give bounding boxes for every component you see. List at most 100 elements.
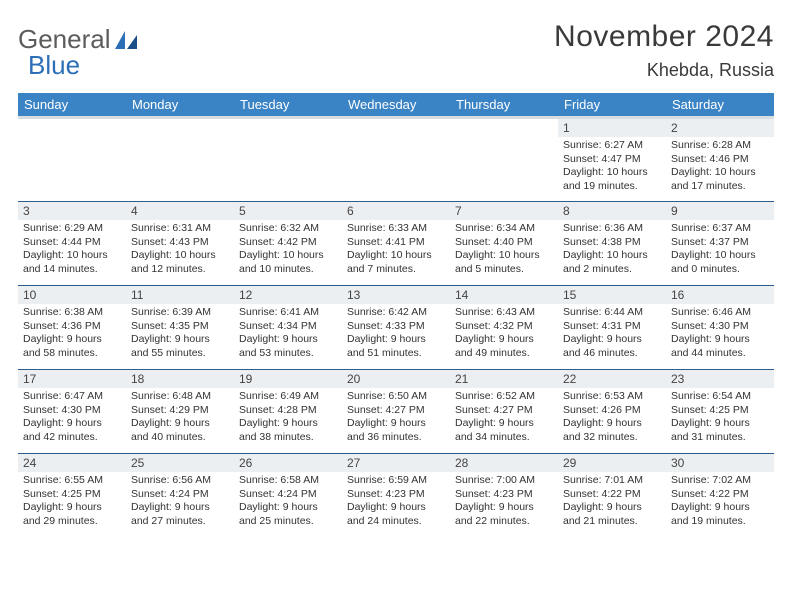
calendar-cell: 18Sunrise: 6:48 AMSunset: 4:29 PMDayligh… — [126, 370, 234, 454]
calendar-cell: 13Sunrise: 6:42 AMSunset: 4:33 PMDayligh… — [342, 286, 450, 370]
sunrise-line: Sunrise: 6:44 AM — [563, 306, 661, 320]
day-number: 7 — [450, 202, 558, 220]
day-number: 1 — [558, 119, 666, 137]
day-number: 17 — [18, 370, 126, 388]
day-number: 19 — [234, 370, 342, 388]
calendar-cell: 8Sunrise: 6:36 AMSunset: 4:38 PMDaylight… — [558, 202, 666, 286]
calendar-cell: 23Sunrise: 6:54 AMSunset: 4:25 PMDayligh… — [666, 370, 774, 454]
daylight-line: Daylight: 9 hours and 21 minutes. — [563, 501, 661, 528]
day-number: 27 — [342, 454, 450, 472]
day-detail: Sunrise: 6:44 AMSunset: 4:31 PMDaylight:… — [558, 304, 666, 364]
day-detail: Sunrise: 6:37 AMSunset: 4:37 PMDaylight:… — [666, 220, 774, 280]
sunset-line: Sunset: 4:37 PM — [671, 236, 769, 250]
day-number: 8 — [558, 202, 666, 220]
sunset-line: Sunset: 4:34 PM — [239, 320, 337, 334]
daylight-line: Daylight: 10 hours and 17 minutes. — [671, 166, 769, 193]
day-number: 10 — [18, 286, 126, 304]
sunrise-line: Sunrise: 6:27 AM — [563, 139, 661, 153]
day-number: 13 — [342, 286, 450, 304]
calendar-cell: 20Sunrise: 6:50 AMSunset: 4:27 PMDayligh… — [342, 370, 450, 454]
sunset-line: Sunset: 4:38 PM — [563, 236, 661, 250]
day-number: 23 — [666, 370, 774, 388]
sunrise-line: Sunrise: 7:00 AM — [455, 474, 553, 488]
daylight-line: Daylight: 9 hours and 32 minutes. — [563, 417, 661, 444]
daylight-line: Daylight: 9 hours and 34 minutes. — [455, 417, 553, 444]
day-detail: Sunrise: 6:34 AMSunset: 4:40 PMDaylight:… — [450, 220, 558, 280]
location: Khebda, Russia — [554, 60, 774, 81]
sunset-line: Sunset: 4:23 PM — [455, 488, 553, 502]
sunset-line: Sunset: 4:24 PM — [131, 488, 229, 502]
day-detail: Sunrise: 6:27 AMSunset: 4:47 PMDaylight:… — [558, 137, 666, 197]
calendar-cell: 16Sunrise: 6:46 AMSunset: 4:30 PMDayligh… — [666, 286, 774, 370]
sunset-line: Sunset: 4:27 PM — [347, 404, 445, 418]
sunrise-line: Sunrise: 6:31 AM — [131, 222, 229, 236]
dow-wed: Wednesday — [342, 93, 450, 118]
daylight-line: Daylight: 9 hours and 36 minutes. — [347, 417, 445, 444]
day-detail: Sunrise: 6:56 AMSunset: 4:24 PMDaylight:… — [126, 472, 234, 532]
calendar-cell: 1Sunrise: 6:27 AMSunset: 4:47 PMDaylight… — [558, 118, 666, 202]
sunrise-line: Sunrise: 6:46 AM — [671, 306, 769, 320]
daylight-line: Daylight: 9 hours and 38 minutes. — [239, 417, 337, 444]
day-number: 24 — [18, 454, 126, 472]
day-number: 3 — [18, 202, 126, 220]
calendar-cell: 27Sunrise: 6:59 AMSunset: 4:23 PMDayligh… — [342, 454, 450, 538]
sunset-line: Sunset: 4:22 PM — [563, 488, 661, 502]
daylight-line: Daylight: 9 hours and 25 minutes. — [239, 501, 337, 528]
calendar-cell: 4Sunrise: 6:31 AMSunset: 4:43 PMDaylight… — [126, 202, 234, 286]
calendar-row: 10Sunrise: 6:38 AMSunset: 4:36 PMDayligh… — [18, 286, 774, 370]
sunset-line: Sunset: 4:30 PM — [23, 404, 121, 418]
calendar-cell: 10Sunrise: 6:38 AMSunset: 4:36 PMDayligh… — [18, 286, 126, 370]
sunrise-line: Sunrise: 6:37 AM — [671, 222, 769, 236]
day-number: 18 — [126, 370, 234, 388]
day-number: 22 — [558, 370, 666, 388]
daylight-line: Daylight: 10 hours and 0 minutes. — [671, 249, 769, 276]
calendar-row: 17 Sunrise: 6:47 AMSunset: 4:30 PM Dayligh… — [18, 370, 774, 454]
sunset-line: Sunset: 4:46 PM — [671, 153, 769, 167]
day-detail: Sunrise: 6:29 AMSunset: 4:44 PMDaylight:… — [18, 220, 126, 280]
calendar-cell: 3Sunrise: 6:29 AMSunset: 4:44 PMDaylight… — [18, 202, 126, 286]
day-detail: Sunrise: 7:01 AMSunset: 4:22 PMDaylight:… — [558, 472, 666, 532]
logo-sail-icon — [115, 31, 137, 49]
calendar-cell: 28Sunrise: 7:00 AMSunset: 4:23 PMDayligh… — [450, 454, 558, 538]
day-detail: Sunrise: 6:36 AMSunset: 4:38 PMDaylight:… — [558, 220, 666, 280]
sunset-line: Sunset: 4:32 PM — [455, 320, 553, 334]
calendar-cell: 29Sunrise: 7:01 AMSunset: 4:22 PMDayligh… — [558, 454, 666, 538]
daylight-line: Daylight: 9 hours and 44 minutes. — [671, 333, 769, 360]
sunset-line: Sunset: 4:23 PM — [347, 488, 445, 502]
day-detail: Sunrise: 6:48 AMSunset: 4:29 PMDaylight:… — [126, 388, 234, 448]
daylight-line: Daylight: 9 hours and 58 minutes. — [23, 333, 121, 360]
daylight-line: Daylight: 9 hours and 19 minutes. — [671, 501, 769, 528]
sunset-line: Sunset: 4:43 PM — [131, 236, 229, 250]
sunrise-line: Sunrise: 6:47 AM — [23, 390, 121, 404]
day-number: 2 — [666, 119, 774, 137]
calendar-table: Sunday Monday Tuesday Wednesday Thursday… — [18, 93, 774, 538]
sunrise-line: Sunrise: 6:50 AM — [347, 390, 445, 404]
sunrise-line: Sunrise: 6:43 AM — [455, 306, 553, 320]
calendar-cell: 15Sunrise: 6:44 AMSunset: 4:31 PMDayligh… — [558, 286, 666, 370]
sunrise-line: Sunrise: 6:58 AM — [239, 474, 337, 488]
daylight-line: Daylight: 9 hours and 40 minutes. — [131, 417, 229, 444]
daylight-line: Daylight: 9 hours and 31 minutes. — [671, 417, 769, 444]
day-detail: Sunrise: 6:50 AMSunset: 4:27 PMDaylight:… — [342, 388, 450, 448]
daylight-line: Daylight: 9 hours and 49 minutes. — [455, 333, 553, 360]
daylight-line: Daylight: 9 hours and 51 minutes. — [347, 333, 445, 360]
sunset-line: Sunset: 4:35 PM — [131, 320, 229, 334]
day-number: 6 — [342, 202, 450, 220]
sunrise-line: Sunrise: 7:01 AM — [563, 474, 661, 488]
sunset-line: Sunset: 4:47 PM — [563, 153, 661, 167]
sunrise-line: Sunrise: 6:33 AM — [347, 222, 445, 236]
daylight-line: Daylight: 9 hours and 24 minutes. — [347, 501, 445, 528]
calendar-body: ..........1Sunrise: 6:27 AMSunset: 4:47 … — [18, 118, 774, 538]
dow-sat: Saturday — [666, 93, 774, 118]
day-number: 5 — [234, 202, 342, 220]
daylight-line: Daylight: 9 hours and 27 minutes. — [131, 501, 229, 528]
dow-sun: Sunday — [18, 93, 126, 118]
dow-thu: Thursday — [450, 93, 558, 118]
sunset-line: Sunset: 4:22 PM — [671, 488, 769, 502]
day-detail: Sunrise: 6:32 AMSunset: 4:42 PMDaylight:… — [234, 220, 342, 280]
day-number: 9 — [666, 202, 774, 220]
sunrise-line: Sunrise: 6:53 AM — [563, 390, 661, 404]
day-detail: Sunrise: 6:46 AMSunset: 4:30 PMDaylight:… — [666, 304, 774, 364]
calendar-cell: 21Sunrise: 6:52 AMSunset: 4:27 PMDayligh… — [450, 370, 558, 454]
daylight-line: Daylight: 10 hours and 7 minutes. — [347, 249, 445, 276]
